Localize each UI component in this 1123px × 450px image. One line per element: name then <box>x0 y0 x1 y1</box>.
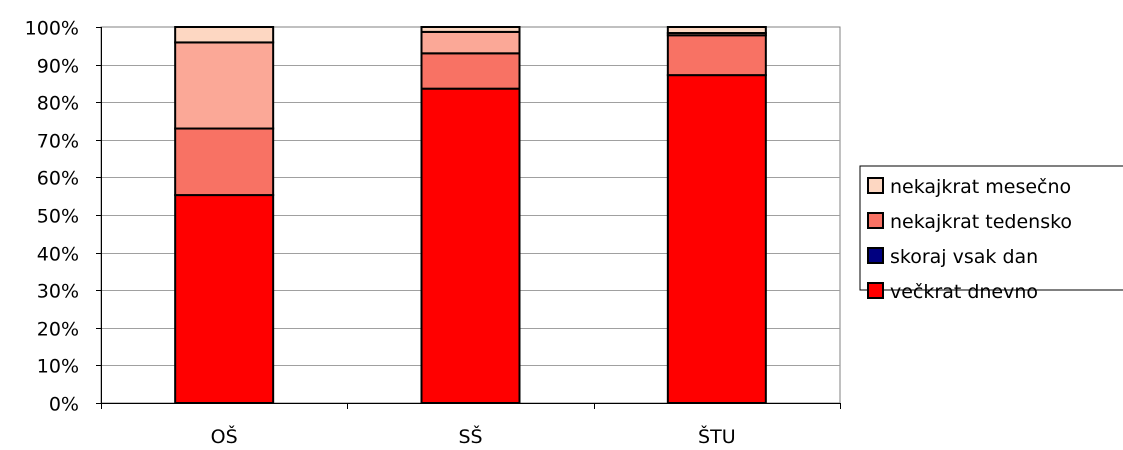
axes: 0% 10% 20% 30% 40% 50% 60% 70% 80% 90% 100% OŠ SŠ ŠTU <box>25 18 841 448</box>
legend: nekajkrat mesečno nekajkrat tedensko skora… <box>859 165 1123 303</box>
y-tick-label: 80% <box>37 93 79 115</box>
bar-segment <box>420 26 521 33</box>
legend-swatch <box>867 247 884 264</box>
legend-swatch <box>867 282 884 299</box>
legend-label: skoraj vsak dan <box>890 246 1038 268</box>
bar-segment <box>420 30 521 55</box>
y-tick-label: 50% <box>37 206 79 228</box>
legend-box <box>859 165 1123 291</box>
y-tick-label: 30% <box>37 281 79 303</box>
y-tick-label: 10% <box>37 356 79 378</box>
y-tick-label: 60% <box>37 168 79 190</box>
bar-segment <box>666 34 767 77</box>
legend-label: nekajkrat mesečno <box>890 176 1071 198</box>
y-tick-label: 70% <box>37 131 79 153</box>
bar-segment <box>174 127 275 197</box>
bars <box>174 26 767 405</box>
x-tick-label: OŠ <box>211 424 238 448</box>
y-tick-label: 100% <box>25 18 79 40</box>
bar-segment <box>420 87 521 404</box>
y-tick-label: 20% <box>37 319 79 341</box>
bar-segment <box>420 52 521 90</box>
y-tick-label: 40% <box>37 244 79 266</box>
bar-segment <box>666 26 767 35</box>
bar-segment <box>174 194 275 404</box>
y-tick-label: 90% <box>37 56 79 78</box>
bar-segment <box>174 26 275 44</box>
bar-segment <box>174 41 275 130</box>
bar-segment <box>666 74 767 405</box>
x-tick-label: ŠTU <box>698 424 736 448</box>
x-tick-label: SŠ <box>458 424 482 448</box>
legend-label: nekajkrat tedensko <box>890 211 1072 233</box>
y-tick-label: 0% <box>49 394 79 416</box>
legend-swatch <box>867 177 884 194</box>
legend-label: večkrat dnevno <box>890 281 1038 303</box>
legend-swatch <box>867 212 884 229</box>
